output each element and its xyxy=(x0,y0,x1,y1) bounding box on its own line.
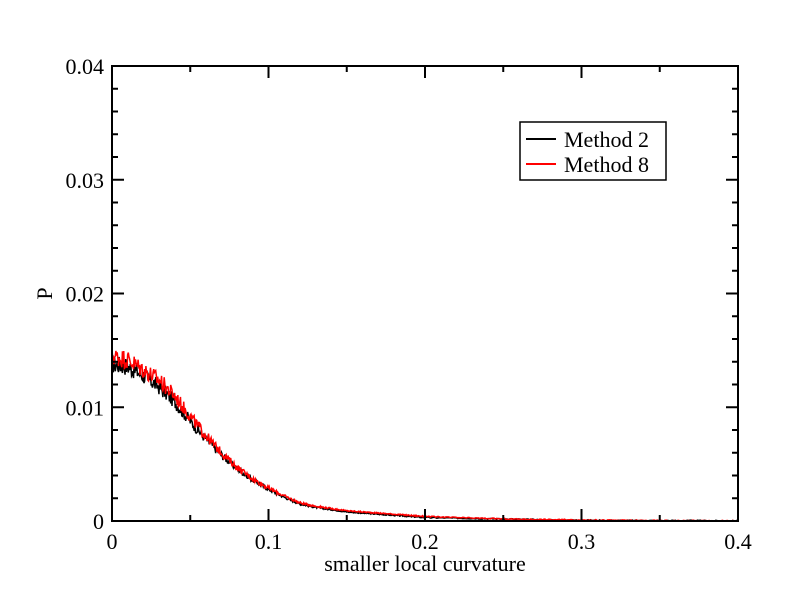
x-tick-label: 0 xyxy=(107,529,118,554)
x-tick-label: 0.1 xyxy=(255,529,283,554)
y-tick-label: 0.03 xyxy=(66,168,105,193)
y-tick-label: 0 xyxy=(93,509,104,534)
legend-label-method-8: Method 8 xyxy=(564,152,649,177)
x-tick-label: 0.4 xyxy=(724,529,752,554)
y-tick-label: 0.02 xyxy=(66,282,105,307)
plot-frame xyxy=(111,65,739,522)
tick-labels-layer: 0 0.1 0.2 0.3 0.4 0 0.01 0.02 0.03 0.04 xyxy=(66,54,752,554)
y-tick-label: 0.04 xyxy=(66,54,105,79)
y-axis-title: P xyxy=(32,287,57,299)
legend-label-method-2: Method 2 xyxy=(564,127,649,152)
y-tick-label: 0.01 xyxy=(66,395,105,420)
x-tick-label: 0.3 xyxy=(568,529,596,554)
x-tick-label: 0.2 xyxy=(411,529,439,554)
legend-box xyxy=(519,121,667,181)
x-axis-title: smaller local curvature xyxy=(324,551,526,576)
legend: Method 2 Method 8 xyxy=(519,121,667,181)
